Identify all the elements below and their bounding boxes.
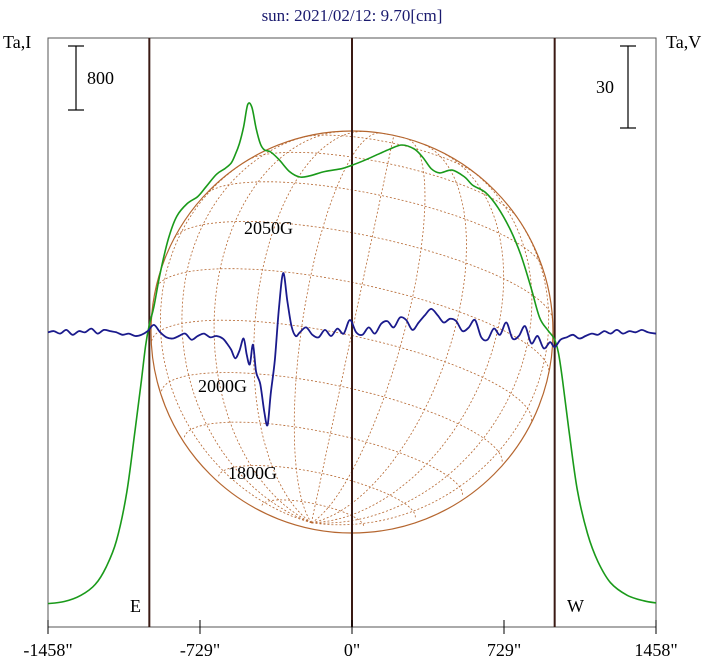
left-scale-label: 800 — [87, 68, 114, 88]
x-tick-label-0: -1458" — [23, 640, 72, 660]
series-polarization-line — [47, 272, 657, 427]
annotation-2050g: 2050G — [244, 218, 293, 238]
x-tick-label-3: 729" — [487, 640, 521, 660]
left-scale-bar — [68, 45, 84, 111]
right-axis-label: Ta,V — [666, 32, 701, 52]
longitude-line — [311, 152, 505, 524]
longitude-line — [311, 143, 467, 524]
right-scale-bar — [620, 45, 636, 129]
limb-label-west: W — [567, 596, 584, 616]
longitude-line — [311, 216, 550, 526]
x-tick-label-4: 1458" — [634, 640, 677, 660]
latitude-line — [161, 372, 503, 464]
latitude-line — [151, 319, 533, 422]
latitude-line — [183, 421, 463, 497]
annotation-2000g: 2000G — [198, 376, 247, 396]
x-axis-ticks: -1458" -729" 0" 729" 1458" — [23, 620, 678, 660]
latitude-line — [248, 151, 518, 218]
latitude-line — [261, 499, 365, 528]
x-tick-label-1: -729" — [180, 640, 220, 660]
longitude-line — [311, 167, 533, 524]
longitude-line — [253, 131, 363, 524]
x-tick-label-2: 0" — [344, 640, 360, 660]
longitude-line — [311, 135, 395, 523]
right-scale-label: 30 — [596, 77, 614, 97]
limb-label-east: E — [130, 596, 141, 616]
longitude-line — [181, 134, 314, 524]
series-intensity-line — [47, 102, 657, 605]
longitude-line — [293, 132, 381, 524]
longitude-line — [213, 130, 343, 524]
annotation-1800g: 1800G — [228, 463, 277, 483]
latitude-line — [174, 221, 553, 319]
limb-markers — [148, 38, 556, 627]
left-axis-label: Ta,I — [3, 32, 31, 52]
chart-title: sun: 2021/02/12: 9.70[cm] — [262, 6, 443, 25]
longitude-line — [159, 159, 312, 524]
